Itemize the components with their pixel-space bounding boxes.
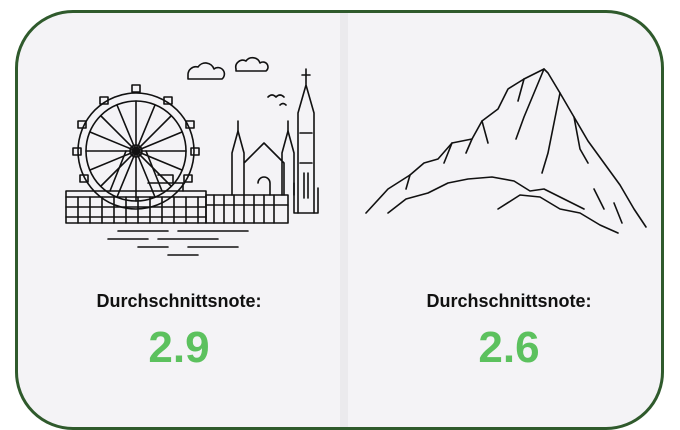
line-art: [238, 121, 288, 195]
line-art: [108, 231, 248, 255]
line-art: [236, 58, 268, 71]
line-art: [232, 131, 294, 195]
line-art: [191, 148, 199, 155]
line-art: [206, 195, 288, 223]
church: [232, 69, 318, 213]
card-frame: Durchschnittsnote: 2.9 Durchschnittsnote…: [15, 10, 664, 430]
line-art: [406, 79, 524, 189]
clouds: [188, 58, 286, 105]
page: {"cards": [ {"label": "Durchschnittsnote…: [0, 0, 680, 409]
divider: [340, 13, 348, 427]
line-art: [268, 95, 286, 105]
screen: Durchschnittsnote: 2.9 Durchschnittsnote…: [0, 0, 680, 409]
mountain: [366, 69, 646, 233]
line-art: [188, 63, 224, 79]
line-art: [132, 85, 140, 92]
line-art: [594, 189, 622, 223]
line-art: [78, 197, 198, 223]
palace: [66, 175, 288, 223]
water: [108, 231, 248, 255]
card-vienna: Durchschnittsnote: 2.9: [18, 13, 340, 427]
line-art: [298, 69, 314, 213]
line-art: [73, 148, 81, 155]
line-art: [388, 177, 584, 213]
line-art: [206, 195, 288, 223]
grade-value: 2.9: [18, 323, 340, 373]
mountain-illustration: [348, 13, 664, 273]
card-mountain: Durchschnittsnote: 2.6: [348, 13, 664, 427]
vienna-illustration: [18, 13, 340, 273]
label: Durchschnittsnote:: [348, 291, 664, 312]
label: Durchschnittsnote:: [18, 291, 340, 312]
grade-value: 2.6: [348, 323, 664, 373]
line-art: [86, 101, 186, 201]
